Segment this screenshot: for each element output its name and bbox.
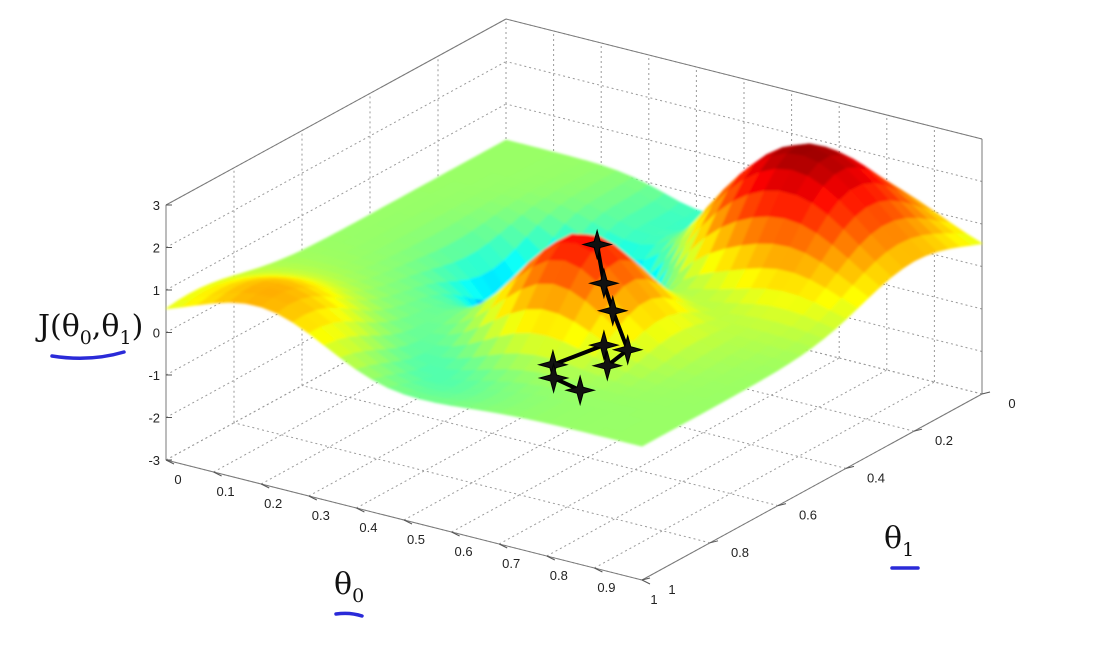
z-tick-label: -1 — [148, 368, 160, 383]
floor-gridline — [301, 385, 779, 507]
z-tick-label: -3 — [148, 453, 160, 468]
x-axis-label: θ0 — [334, 567, 364, 607]
y-tick-mark — [845, 465, 855, 469]
x-tick-label: 0.3 — [312, 508, 330, 523]
floor-gridline — [233, 422, 711, 544]
z-label-underline — [50, 350, 126, 360]
y-tick-label: 1 — [668, 582, 675, 597]
box-edge — [505, 18, 983, 140]
x-tick-label: 0.4 — [359, 520, 377, 535]
surface-patch — [625, 435, 655, 447]
descent-step-marker — [596, 294, 629, 327]
descent-step-marker — [564, 374, 597, 407]
y-axis-label: θ1 — [884, 521, 914, 561]
y-tick-label: 0.8 — [731, 545, 749, 560]
cost-surface — [165, 139, 984, 447]
descent-step-marker — [611, 333, 644, 366]
x-tick-mark — [498, 543, 508, 549]
z-tick-label: -2 — [148, 411, 160, 426]
x-tick-mark — [165, 459, 175, 465]
y-tick-label: 0.2 — [935, 433, 953, 448]
y-tick-mark — [709, 540, 719, 544]
x-tick-mark — [356, 507, 365, 513]
z-tick-label: 0 — [153, 326, 160, 341]
descent-step-marker — [588, 267, 620, 300]
z-tick-label: 2 — [153, 241, 160, 256]
x-tick-label: 0.2 — [264, 496, 282, 511]
side-wall-gridline — [505, 61, 983, 182]
x-tick-mark — [260, 483, 270, 489]
box-edge — [165, 18, 507, 206]
x-label-underline — [334, 611, 364, 618]
descent-step-marker — [588, 329, 620, 362]
x-tick-label: 0.1 — [217, 484, 235, 499]
x-tick-mark — [308, 495, 318, 501]
x-tick-mark — [641, 579, 651, 585]
x-tick-label: 0.6 — [455, 544, 473, 559]
x-tick-label: 1 — [650, 592, 657, 607]
x-tick-mark — [403, 519, 413, 525]
x-tick-mark — [451, 531, 460, 537]
x-tick-label: 0.7 — [502, 556, 520, 571]
z-tick-label: 3 — [153, 198, 160, 213]
y-tick-label: 0.6 — [799, 508, 817, 523]
descent-step-marker — [591, 349, 624, 382]
x-tick-mark — [594, 567, 603, 573]
descent-path-layer — [537, 228, 644, 407]
y-tick-mark — [981, 391, 991, 395]
descent-step-marker — [581, 228, 614, 261]
box-edge — [641, 393, 983, 581]
tick-label-layer: -3 -2 -1 0 1 2 3 0 0.1 0.2 0.3 0.4 0.5 0.6 0.7 0.8 0.9 1 0… — [148, 198, 1015, 607]
z-tick-label: 1 — [153, 283, 160, 298]
y-tick-label: 0 — [1008, 396, 1015, 411]
x-tick-mark — [213, 471, 222, 477]
x-tick-label: 0.5 — [407, 532, 425, 547]
x-tick-label: 0.9 — [597, 580, 615, 595]
y-tick-mark — [641, 577, 651, 581]
y-tick-mark — [913, 428, 923, 432]
z-axis-label: J(θ0,θ1) — [35, 309, 143, 349]
x-tick-label: 0.8 — [550, 568, 568, 583]
y-tick-label: 0.4 — [867, 470, 885, 485]
x-tick-label: 0 — [174, 472, 181, 487]
x-tick-mark — [546, 555, 556, 561]
y-tick-mark — [777, 503, 787, 507]
descent-step-marker — [537, 362, 570, 394]
